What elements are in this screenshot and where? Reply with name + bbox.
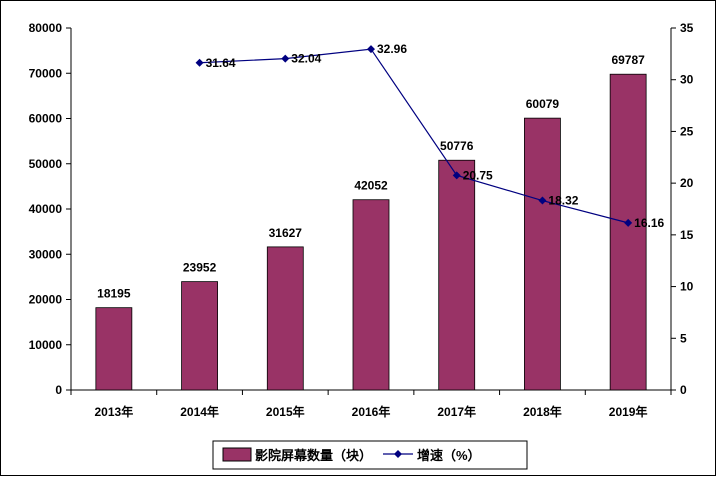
line-point-marker: [281, 54, 290, 63]
y-left-tick-label: 60000: [29, 112, 63, 126]
line-point-marker: [538, 196, 547, 205]
line-point-marker: [452, 171, 461, 180]
y-right-tick-label: 20: [680, 176, 694, 190]
bar-value-label: 18195: [97, 287, 131, 301]
bar: [438, 159, 476, 391]
bar-value-label: 60079: [526, 97, 560, 111]
y-right-tick-label: 35: [680, 21, 694, 35]
line-value-label: 18.32: [548, 194, 578, 208]
bar: [266, 246, 304, 391]
x-tick-label: 2013年: [95, 404, 134, 419]
data-labels: 18195 23952 31627 42052 50776 60079 69787 31.64…: [97, 42, 664, 301]
legend: 影院屏幕数量（块） 增速（%）: [212, 440, 528, 470]
y-left-tick-label: 80000: [29, 21, 63, 35]
x-tick-label: 2016年: [352, 404, 391, 419]
legend-line-label: 增速（%）: [417, 448, 481, 463]
y-right-tick-label: 15: [680, 228, 694, 242]
bar: [95, 307, 133, 391]
line-point-marker: [624, 218, 633, 227]
legend-line-marker: [394, 450, 402, 458]
legend-bar-label: 影院屏幕数量（块）: [255, 448, 372, 463]
bar: [352, 199, 390, 391]
line-point-marker: [195, 58, 204, 67]
line-value-label: 32.96: [377, 42, 407, 56]
y-right-tick-label: 5: [680, 331, 687, 345]
y-right-tick-label: 0: [680, 383, 687, 397]
bar-value-label: 69787: [611, 53, 645, 67]
y-left-tick-label: 50000: [29, 157, 63, 171]
y-right-tick-label: 10: [680, 280, 694, 294]
x-tick-label: 2018年: [523, 404, 562, 419]
y-right-tick-label: 30: [680, 73, 694, 87]
x-tick-label: 2017年: [437, 404, 476, 419]
x-tick-label: 2015年: [266, 404, 305, 419]
legend-bar-swatch: [222, 447, 252, 462]
bar: [609, 73, 647, 391]
line-point-marker: [367, 45, 375, 54]
y-left-tick-label: 20000: [29, 293, 63, 307]
y-left-tick-label: 0: [55, 383, 62, 397]
bar-series: [95, 73, 647, 391]
line-value-label: 20.75: [463, 168, 493, 182]
line-value-label: 31.64: [206, 56, 236, 70]
y-left-tick-label: 40000: [29, 202, 63, 216]
y-left-tick-label: 10000: [29, 338, 63, 352]
x-tick-label: 2019年: [609, 404, 648, 419]
bar-value-label: 23952: [183, 261, 217, 275]
bar-value-label: 42052: [354, 179, 388, 193]
line-series: [195, 45, 633, 227]
y-right-tick-label: 25: [680, 124, 694, 138]
x-tick-label: 2014年: [180, 404, 219, 419]
axes: 0 10000 20000 30000 40000 50000 60000 70000 8000…: [29, 21, 694, 419]
y-left-tick-label: 30000: [29, 247, 63, 261]
bar: [181, 281, 218, 391]
line-value-label: 32.04: [291, 52, 321, 66]
growth-line: [199, 48, 629, 224]
legend-box: [212, 440, 528, 470]
bar-value-label: 50776: [440, 139, 474, 153]
bar: [524, 117, 561, 391]
line-value-label: 16.16: [634, 216, 664, 230]
y-left-tick-label: 70000: [29, 66, 63, 80]
bar-value-label: 31627: [269, 226, 303, 240]
